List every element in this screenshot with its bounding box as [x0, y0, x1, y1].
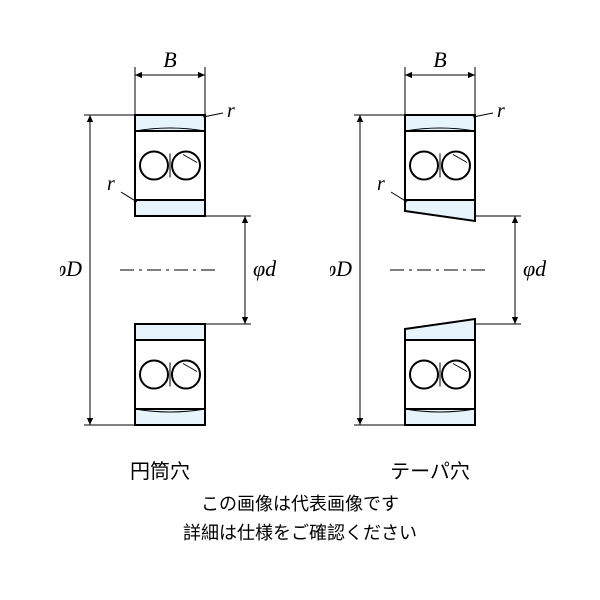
caption-cylindrical: 円筒穴: [60, 455, 260, 484]
svg-text:φd: φd: [523, 256, 547, 281]
caption-tapered: テーパ穴: [330, 455, 530, 484]
svg-text:r: r: [227, 100, 235, 122]
svg-text:r: r: [107, 173, 115, 195]
diagram-cylindrical-bore: BφD φd r r: [60, 30, 280, 450]
svg-text:B: B: [433, 47, 446, 72]
diagram-tapered-bore: BφD φd r r: [330, 30, 550, 450]
svg-text:φd: φd: [253, 256, 277, 281]
footer-line-2: 詳細は仕様をご確認ください: [0, 519, 600, 548]
svg-text:r: r: [497, 100, 505, 122]
svg-text:φD: φD: [330, 256, 352, 281]
footer-note: この画像は代表画像です 詳細は仕様をご確認ください: [0, 490, 600, 548]
svg-text:r: r: [377, 173, 385, 195]
svg-text:φD: φD: [60, 256, 82, 281]
figure-container: BφD φd r r BφD φd r r 円筒穴 テーパ穴 この画像は代表画像です 詳細は…: [0, 0, 600, 600]
svg-text:B: B: [163, 47, 176, 72]
footer-line-1: この画像は代表画像です: [0, 490, 600, 519]
